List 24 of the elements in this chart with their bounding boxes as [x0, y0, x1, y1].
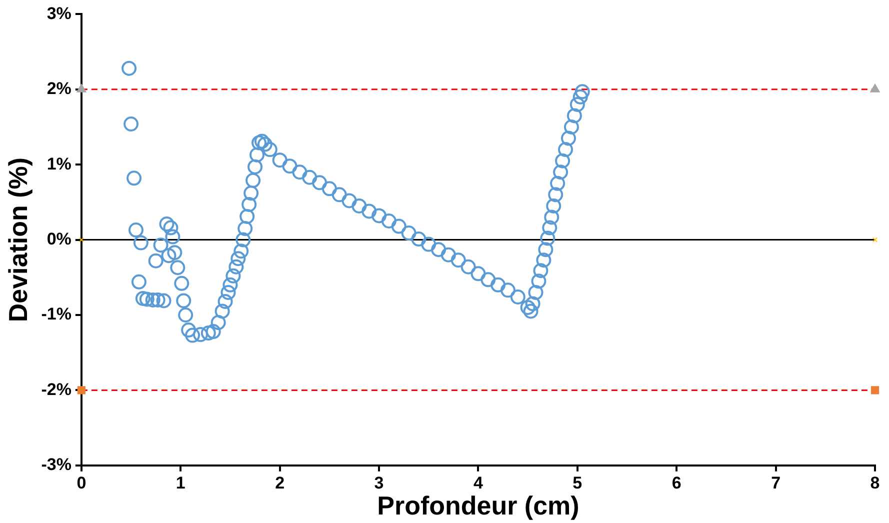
- y-tick-label: -1%: [41, 304, 72, 324]
- x-tick-label: 7: [771, 473, 781, 492]
- x-tick-label: 2: [275, 473, 285, 492]
- y-tick-label: -3%: [41, 455, 72, 474]
- y-tick-label: 2%: [46, 79, 72, 98]
- x-tick-label: 6: [672, 473, 682, 492]
- y-axis-title: Deviation (%): [2, 157, 33, 322]
- x-tick-label: 1: [176, 473, 186, 492]
- x-tick-label: 4: [473, 473, 484, 492]
- x-axis-title: Profondeur (cm): [377, 490, 580, 521]
- point: [77, 386, 86, 394]
- point: [870, 386, 880, 394]
- y-tick-label: 1%: [46, 154, 72, 174]
- point: [78, 237, 84, 242]
- x-tick-label: 8: [870, 473, 880, 492]
- y-tick-label: -2%: [41, 380, 72, 399]
- x-tick-label: 5: [572, 473, 582, 492]
- y-tick-label: 0%: [46, 229, 72, 248]
- point: [872, 237, 878, 242]
- x-tick-label: 0: [76, 473, 86, 492]
- x-tick-label: 3: [374, 473, 384, 492]
- point: [870, 84, 880, 92]
- point: [76, 84, 86, 92]
- y-tick-label: 3%: [46, 4, 72, 23]
